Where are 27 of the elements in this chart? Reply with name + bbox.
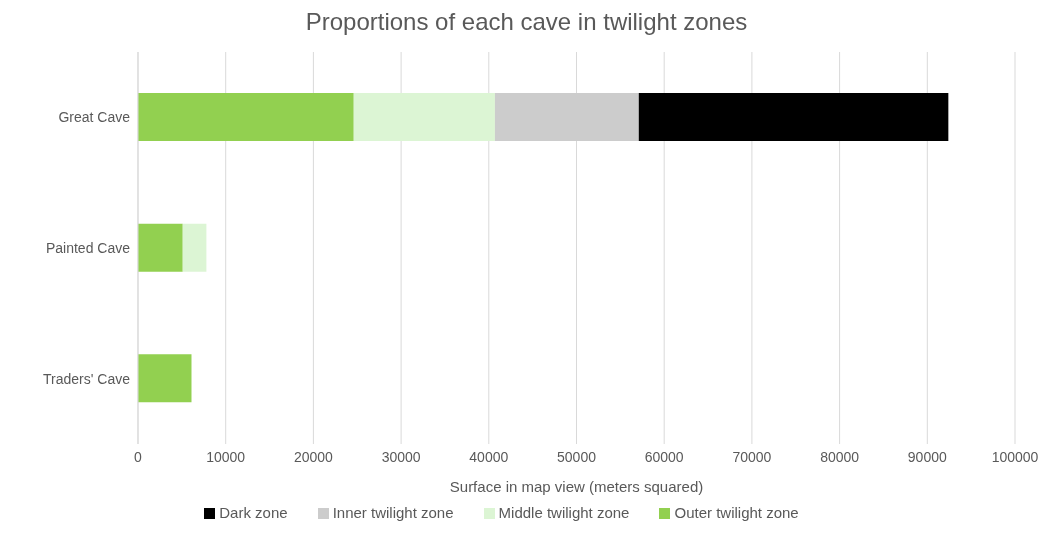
y-tick-label: Great Cave <box>58 109 131 126</box>
legend-label: Dark zone <box>219 504 288 521</box>
bar <box>353 93 495 141</box>
bar <box>138 223 183 272</box>
bar <box>138 93 354 141</box>
x-tick-label: 50000 <box>557 448 597 465</box>
x-tick-label: 10000 <box>206 448 246 465</box>
legend-label: Middle twilight zone <box>498 504 630 521</box>
bar <box>182 223 207 272</box>
x-tick-label: 100000 <box>991 448 1039 465</box>
x-tick-label: 30000 <box>381 448 421 465</box>
y-tick-label: Painted Cave <box>45 239 131 256</box>
x-tick-label: 0 <box>134 448 143 465</box>
x-tick-label: 80000 <box>820 448 860 465</box>
legend-label: Inner twilight zone <box>332 504 454 521</box>
bar <box>494 93 639 141</box>
x-tick-label: 20000 <box>293 448 334 465</box>
x-tick-label: 70000 <box>732 448 772 465</box>
x-tick-label: 90000 <box>907 448 947 465</box>
x-axis-title: Surface in map view (meters squared) <box>449 478 704 495</box>
x-tick-label: 60000 <box>644 448 684 465</box>
y-tick-label: Traders' Cave <box>43 370 131 387</box>
legend-label: Outer twilight zone <box>674 504 799 521</box>
bar <box>638 93 949 141</box>
chart-title: Proportions of each cave in twilight zones <box>304 8 749 37</box>
x-tick-label: 40000 <box>469 448 509 465</box>
bar <box>138 354 192 403</box>
